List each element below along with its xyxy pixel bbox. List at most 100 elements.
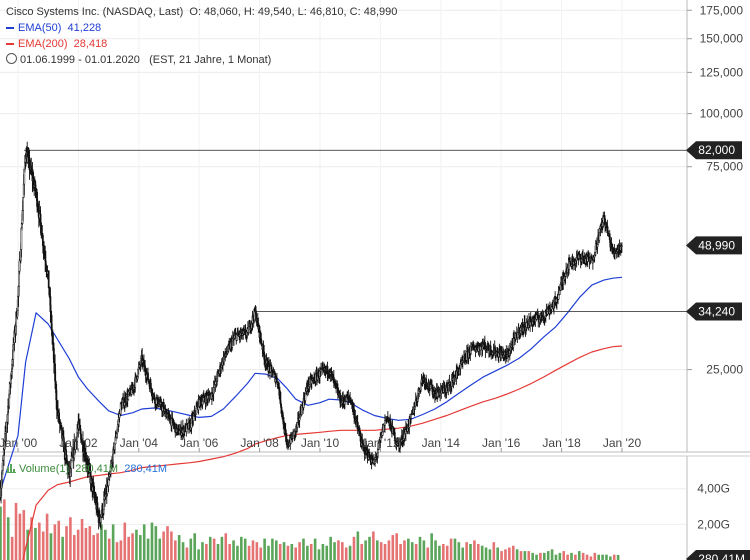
volume-bar	[422, 540, 426, 560]
price-tick-label: 125,000	[700, 65, 744, 79]
volume-bar	[294, 547, 298, 560]
volume-bar	[333, 542, 336, 560]
volume-bar	[445, 545, 449, 560]
price-candle-body	[107, 479, 110, 486]
volume-bar	[418, 536, 422, 560]
volume-bar	[500, 551, 503, 560]
volume-bar	[492, 542, 496, 560]
price-tag-high-text: 82,000	[698, 143, 735, 157]
price-candle-body	[147, 372, 149, 381]
price-candle-body	[276, 377, 278, 383]
volume-bar	[65, 526, 68, 560]
ema50-line	[0, 276, 623, 491]
price-tick-label: 150,000	[700, 32, 744, 46]
volume-bar	[581, 552, 585, 560]
price-candle-body	[280, 407, 283, 412]
price-candle-body	[621, 245, 623, 247]
time-tick-label: Jan '16	[482, 436, 521, 450]
ema50-value: 41,228	[67, 22, 102, 34]
volume-bar	[616, 555, 620, 560]
volume-bar	[473, 540, 476, 560]
volume-bar	[286, 545, 290, 560]
time-tick-label: Jan '06	[180, 436, 219, 450]
price-axis: 175,000 150,000 125,000 100,000 75,000 25,000	[687, 3, 744, 377]
volume-bar	[236, 545, 239, 560]
price-tag-high: 82,000	[686, 141, 742, 160]
volume-bar	[10, 536, 14, 560]
volume-bar	[53, 524, 57, 560]
volume-bar	[3, 499, 6, 560]
volume-legend[interactable]: Volume(1) 280,41M 280,41M	[6, 462, 167, 476]
ohlc-low: L: 46,810	[297, 6, 344, 18]
volume-bar	[469, 543, 472, 560]
price-candle-body	[90, 476, 93, 480]
volume-axis: 4,00G 2,00G	[697, 482, 730, 532]
volume-bar	[612, 554, 616, 560]
volume-bar	[173, 540, 177, 560]
volume-bar	[383, 543, 387, 560]
price-candle-body	[47, 270, 50, 289]
volume-bar	[278, 543, 282, 560]
volume-bar	[360, 543, 364, 560]
volume-bar	[574, 554, 577, 560]
volume-bar	[566, 554, 569, 560]
price-tag-last-text: 48,990	[698, 238, 735, 252]
volume-bar	[321, 543, 325, 560]
volume-bar	[329, 536, 332, 560]
price-candle-body	[60, 425, 63, 429]
volume-bar	[313, 538, 317, 560]
volume-bar	[395, 533, 399, 560]
price-series	[0, 141, 623, 530]
volume-bar	[142, 524, 146, 560]
volume-bar	[115, 542, 119, 560]
ema50-label: EMA(50)	[18, 22, 62, 34]
volume-bar	[414, 543, 418, 560]
volume-bar	[589, 556, 593, 560]
price-candle-body	[384, 420, 386, 426]
price-tag-support-shape	[686, 302, 742, 321]
volume-bar	[127, 536, 130, 560]
volume-bars	[0, 488, 686, 560]
time-tick-label: Jan '08	[240, 436, 279, 450]
volume-bar	[609, 556, 612, 560]
volume-bar	[30, 517, 33, 560]
volume-bar	[539, 552, 542, 560]
price-candle-body	[195, 407, 198, 415]
volume-bar	[212, 538, 216, 560]
volume-value-green: 280,41M	[75, 463, 119, 475]
price-tag-support-text: 34,240	[698, 305, 735, 319]
volume-bar	[96, 533, 99, 560]
chart-header: Cisco Systems Inc. (NASDAQ, Last) O: 48,…	[6, 6, 398, 18]
volume-bar	[34, 527, 37, 560]
price-tag-last: 48,990	[686, 236, 742, 255]
price-tags: 82,000 48,990 34,240 280,41M	[686, 141, 750, 560]
volume-bar	[76, 529, 80, 560]
price-candle-body	[326, 365, 329, 375]
volume-bar	[309, 543, 313, 560]
volume-bar	[107, 538, 111, 560]
price-tag-support: 34,240	[686, 302, 742, 321]
volume-bar	[325, 545, 329, 560]
time-tick-label: Jan '14	[422, 436, 461, 450]
price-candle-body	[335, 382, 338, 387]
volume-bar	[290, 543, 294, 560]
volume-bar	[45, 513, 49, 560]
volume-bar	[523, 551, 527, 560]
volume-bar	[337, 540, 340, 560]
volume-bar	[403, 540, 406, 560]
ema50-legend[interactable]: EMA(50) 41,228	[6, 21, 101, 35]
price-tick-label: 25,000	[706, 363, 743, 377]
volume-bar	[0, 506, 2, 560]
volume-bar	[158, 538, 162, 560]
ema200-line	[22, 345, 623, 560]
volume-bar	[461, 547, 465, 560]
ema200-legend[interactable]: EMA(200) 28,418	[6, 37, 107, 51]
volume-bar	[465, 542, 468, 560]
volume-bar	[344, 547, 348, 560]
volume-bar	[41, 531, 45, 560]
volume-bar	[372, 531, 375, 560]
volume-bar	[593, 552, 597, 560]
volume-bar	[511, 545, 515, 560]
price-gridlines	[0, 0, 686, 452]
